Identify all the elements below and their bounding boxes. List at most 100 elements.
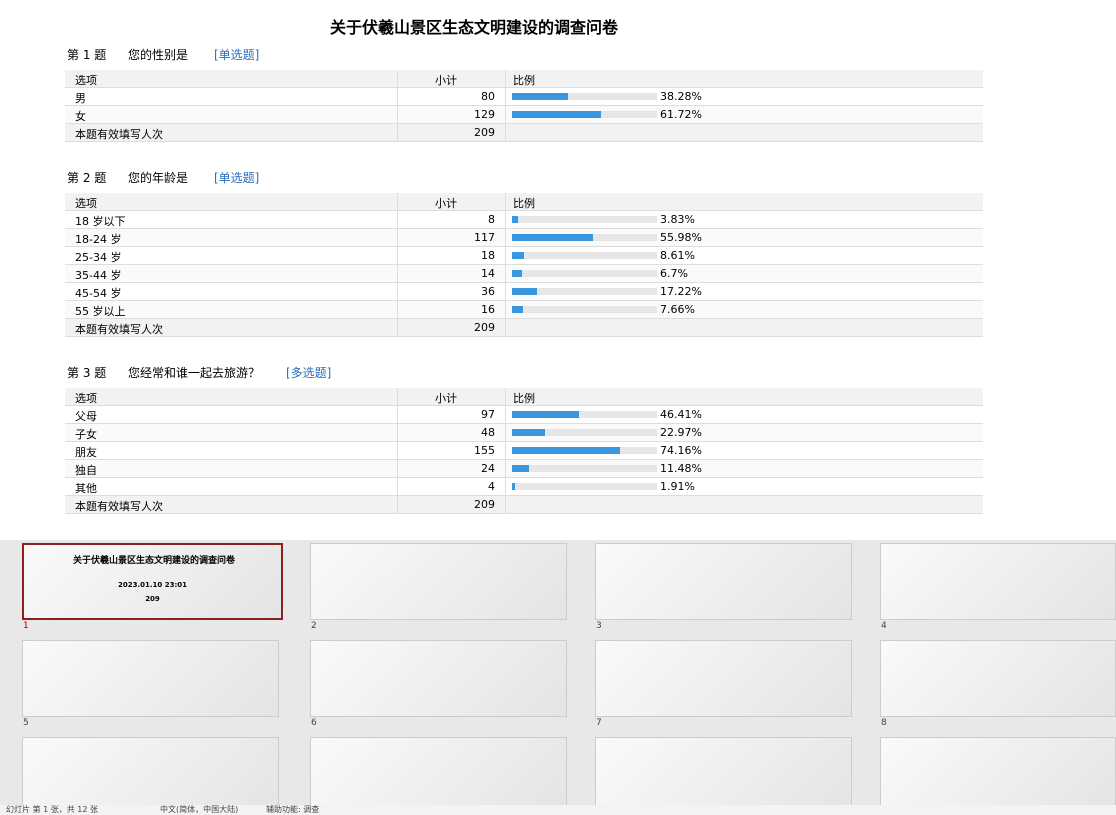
count-cell: 155 xyxy=(474,444,495,457)
table-row xyxy=(65,124,983,142)
slide-thumbnail[interactable] xyxy=(595,737,852,814)
ratio-bar xyxy=(512,234,594,241)
status-bar: 幻灯片 第 1 张，共 12 张 中文(简体，中国大陆) 辅助功能: 调查 xyxy=(0,805,1116,815)
total-label: 本题有效填写人次 xyxy=(75,323,163,336)
slide-thumbnail[interactable] xyxy=(880,543,1116,620)
cell-border xyxy=(505,124,506,142)
ratio-track xyxy=(512,93,657,100)
cell-border xyxy=(505,70,506,88)
slide-thumbnail[interactable] xyxy=(310,737,567,814)
cell-border xyxy=(505,247,506,265)
cell-border xyxy=(397,496,398,514)
option-cell: 18 岁以下 xyxy=(75,215,126,228)
table-row xyxy=(65,193,983,211)
slide-thumbnail[interactable] xyxy=(595,640,852,717)
ratio-track xyxy=(512,429,657,436)
count-cell: 18 xyxy=(481,249,495,262)
status-language: 中文(简体，中国大陆) xyxy=(160,805,239,814)
slide-thumbnail[interactable] xyxy=(595,543,852,620)
cell-border xyxy=(397,283,398,301)
header-cell: 选项 xyxy=(75,74,97,87)
total-count: 209 xyxy=(474,498,495,511)
option-cell: 18-24 岁 xyxy=(75,233,122,246)
cell-border xyxy=(397,442,398,460)
status-accessibility[interactable]: 辅助功能: 调查 xyxy=(266,805,320,814)
option-cell: 35-44 岁 xyxy=(75,269,122,282)
cell-border xyxy=(505,283,506,301)
cell-border xyxy=(397,388,398,406)
option-cell: 女 xyxy=(75,110,86,123)
slide-thumbnail[interactable]: 关于伏羲山景区生态文明建设的调查问卷 2023.01.10 23:01 209 xyxy=(22,543,283,620)
ratio-label: 6.7% xyxy=(660,267,688,280)
cell-border xyxy=(505,301,506,319)
slide-date: 2023.01.10 23:01 xyxy=(117,581,187,589)
ratio-track xyxy=(512,411,657,418)
header-cell: 小计 xyxy=(435,74,457,87)
ratio-track xyxy=(512,465,657,472)
ratio-label: 38.28% xyxy=(660,90,702,103)
ratio-label: 61.72% xyxy=(660,108,702,121)
option-cell: 25-34 岁 xyxy=(75,251,122,264)
cell-border xyxy=(397,88,398,106)
cell-border xyxy=(397,211,398,229)
ratio-bar xyxy=(512,306,524,313)
slide-thumbnail[interactable] xyxy=(310,640,567,717)
cell-border xyxy=(397,265,398,283)
header-cell: 比例 xyxy=(513,392,535,405)
slide-number: 3 xyxy=(596,621,602,631)
table-row xyxy=(65,319,983,337)
total-count: 209 xyxy=(474,126,495,139)
ratio-track xyxy=(512,270,657,277)
question-kind: [单选题] xyxy=(214,48,260,62)
cell-border xyxy=(505,388,506,406)
option-cell: 其他 xyxy=(75,482,97,495)
cell-border xyxy=(397,424,398,442)
ratio-bar xyxy=(512,429,546,436)
slide-thumbnail[interactable] xyxy=(22,737,279,814)
slide-number: 5 xyxy=(23,718,29,728)
ratio-label: 17.22% xyxy=(660,285,702,298)
slide-number: 2 xyxy=(311,621,317,631)
slide-number: 7 xyxy=(596,718,602,728)
question-number: 第 3 题 xyxy=(67,366,107,380)
ratio-bar xyxy=(512,252,525,259)
total-label: 本题有效填写人次 xyxy=(75,500,163,513)
slide-count: 209 xyxy=(145,595,160,603)
ratio-bar xyxy=(512,270,522,277)
ratio-track xyxy=(512,252,657,259)
cell-border xyxy=(397,478,398,496)
cell-border xyxy=(397,124,398,142)
question-number: 第 1 题 xyxy=(67,48,107,62)
slide-number: 8 xyxy=(881,718,887,728)
total-count: 209 xyxy=(474,321,495,334)
ratio-track xyxy=(512,483,657,490)
cell-border xyxy=(505,496,506,514)
slide-thumbnail[interactable] xyxy=(880,640,1116,717)
ratio-label: 46.41% xyxy=(660,408,702,421)
count-cell: 4 xyxy=(488,480,495,493)
option-cell: 父母 xyxy=(75,410,97,423)
ratio-bar xyxy=(512,288,537,295)
cell-border xyxy=(505,319,506,337)
slide-strip: 关于伏羲山景区生态文明建设的调查问卷 2023.01.10 23:01 209 … xyxy=(0,540,1116,814)
question-text: 您经常和谁一起去旅游？ xyxy=(128,366,261,380)
header-cell: 选项 xyxy=(75,197,97,210)
table-row xyxy=(65,496,983,514)
cell-border xyxy=(505,229,506,247)
slide-thumbnail[interactable] xyxy=(880,737,1116,814)
table-row xyxy=(65,70,983,88)
ratio-bar xyxy=(512,411,580,418)
cell-border xyxy=(505,424,506,442)
count-cell: 129 xyxy=(474,108,495,121)
slide-number: 1 xyxy=(23,621,29,631)
count-cell: 48 xyxy=(481,426,495,439)
cell-border xyxy=(397,460,398,478)
slide-title: 关于伏羲山景区生态文明建设的调查问卷 xyxy=(72,556,235,566)
count-cell: 36 xyxy=(481,285,495,298)
slide-thumbnail[interactable] xyxy=(310,543,567,620)
question-kind: [单选题] xyxy=(214,171,260,185)
slide-thumbnail[interactable] xyxy=(22,640,279,717)
option-cell: 45-54 岁 xyxy=(75,287,122,300)
ratio-bar xyxy=(512,447,620,454)
